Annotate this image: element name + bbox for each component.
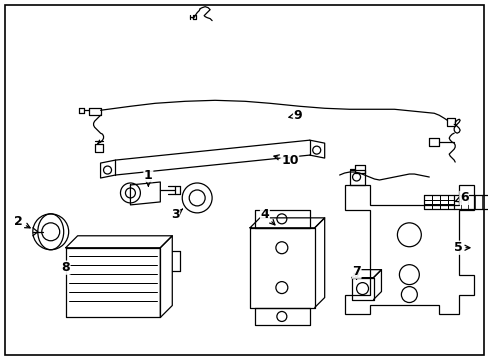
- Text: 3: 3: [171, 208, 182, 221]
- Text: 6: 6: [454, 192, 468, 204]
- Text: 9: 9: [288, 109, 302, 122]
- Text: 8: 8: [61, 261, 70, 274]
- Text: 1: 1: [143, 168, 152, 186]
- Text: 10: 10: [273, 154, 298, 167]
- Text: 2: 2: [15, 215, 30, 228]
- Text: 5: 5: [453, 241, 469, 254]
- Text: 4: 4: [260, 208, 274, 225]
- Text: 7: 7: [351, 265, 360, 279]
